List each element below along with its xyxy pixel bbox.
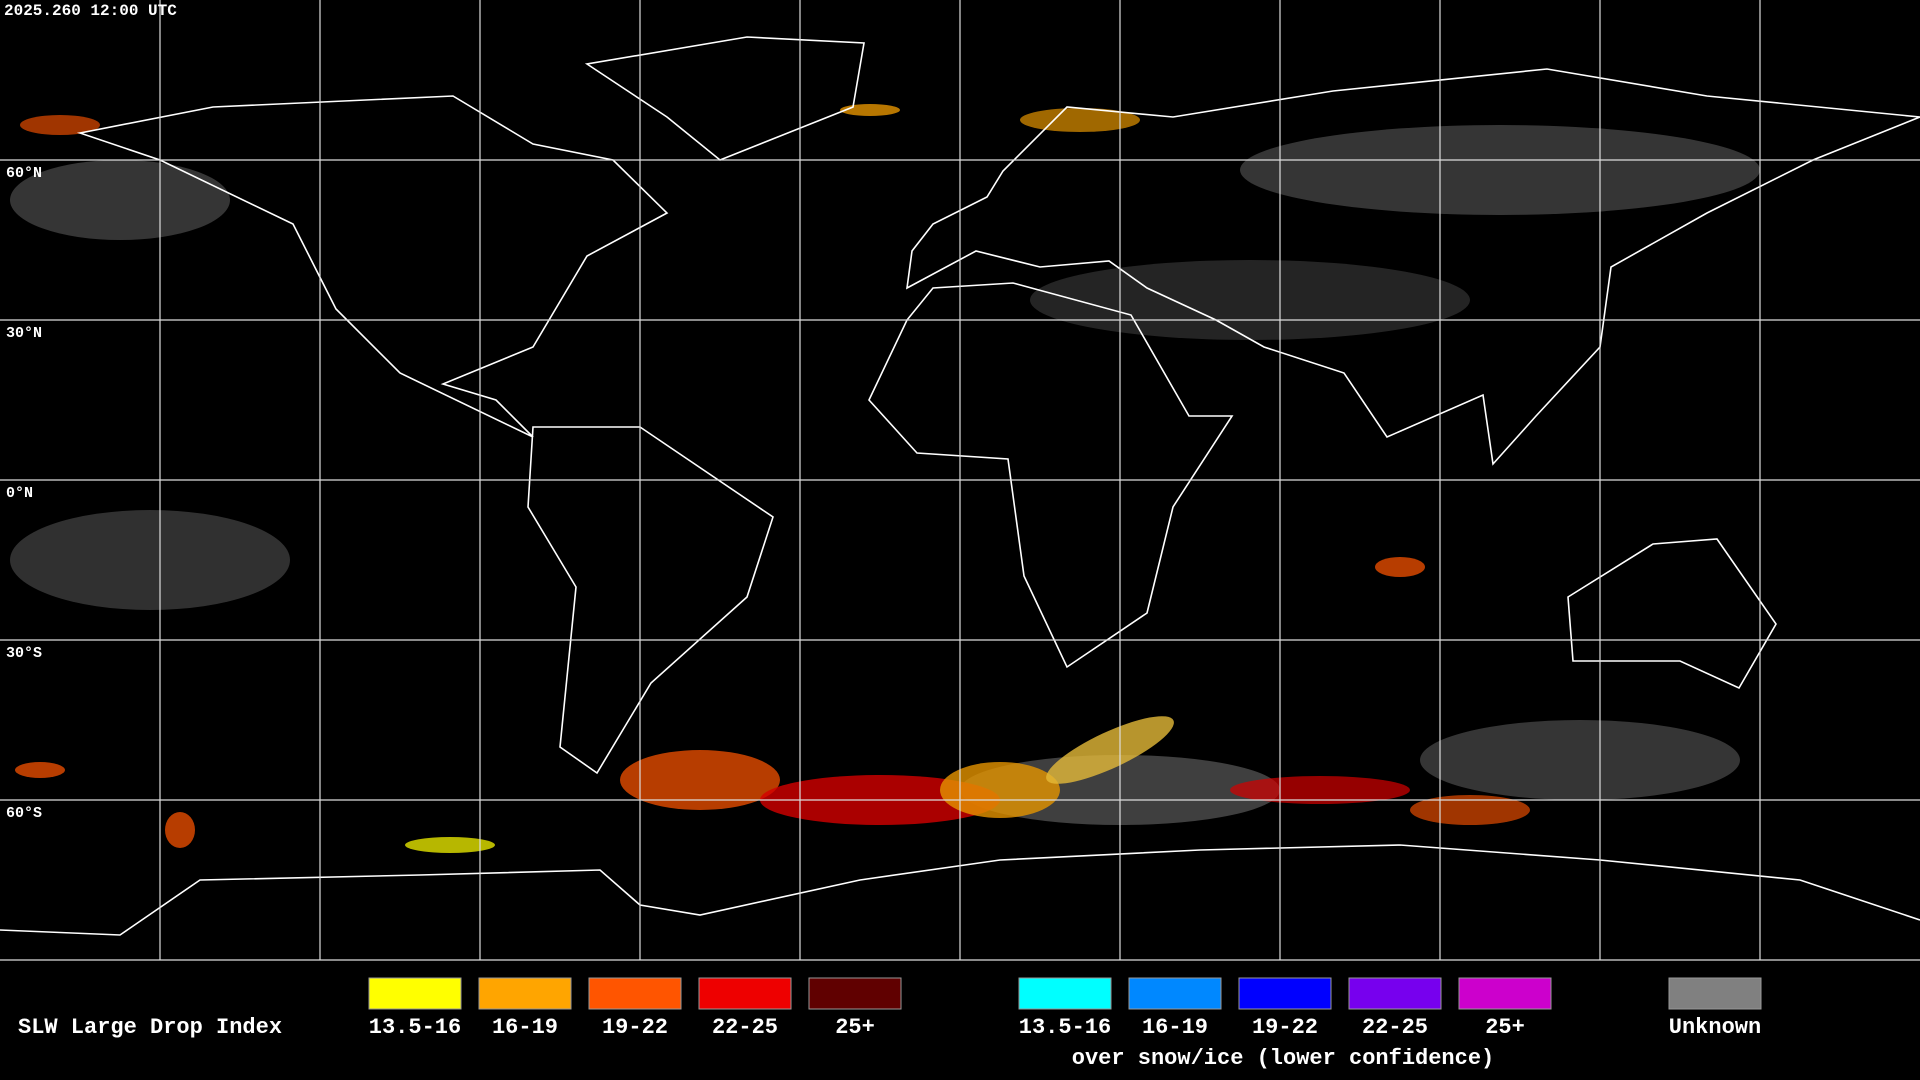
legend-swatch — [1018, 977, 1112, 1010]
coastline — [527, 426, 774, 775]
legend-swatch — [698, 977, 792, 1010]
coastline — [868, 282, 1234, 669]
drop-patch — [940, 762, 1060, 818]
legend-label: 22-25 — [1362, 1015, 1428, 1040]
drop-patch — [1020, 108, 1140, 132]
drop-patch — [405, 837, 495, 853]
coastline — [0, 844, 1920, 936]
coastlines — [0, 36, 1920, 936]
legend-swatch — [1458, 977, 1552, 1010]
graticule — [0, 0, 1920, 960]
unknown-patch — [10, 160, 230, 240]
cloud-patches — [10, 104, 1760, 853]
legend-label: 13.5-16 — [1019, 1015, 1111, 1040]
legend-label: 25+ — [1485, 1015, 1525, 1040]
legend-label: 22-25 — [712, 1015, 778, 1040]
legend-caption: over snow/ice (lower confidence) — [1072, 1046, 1494, 1071]
legend-label: 13.5-16 — [369, 1015, 461, 1040]
drop-patch — [20, 115, 100, 135]
legend-label: 19-22 — [602, 1015, 668, 1040]
drop-patch — [15, 762, 65, 778]
latitude-label: 0°N — [6, 485, 33, 502]
legend-swatch — [1238, 977, 1332, 1010]
coastline — [76, 95, 669, 438]
legend-swatch — [588, 977, 682, 1010]
drop-patch — [840, 104, 900, 116]
timestamp: 2025.260 12:00 UTC — [4, 2, 177, 20]
legend-title: SLW Large Drop Index — [18, 1015, 282, 1040]
latitude-label: 30°N — [6, 325, 42, 342]
latitude-label: 60°N — [6, 165, 42, 182]
drop-patch — [1046, 716, 1174, 784]
unknown-patch — [1240, 125, 1760, 215]
latitude-label: 30°S — [6, 645, 42, 662]
coastline — [905, 68, 1920, 466]
drop-patch — [165, 812, 195, 848]
drop-patch — [1375, 557, 1425, 577]
unknown-patch — [1030, 260, 1470, 340]
latitude-label: 60°S — [6, 805, 42, 822]
legend-swatch — [808, 977, 902, 1010]
legend-label: 16-19 — [492, 1015, 558, 1040]
legend-swatch — [1348, 977, 1442, 1010]
legend-label: 16-19 — [1142, 1015, 1208, 1040]
drop-patch — [620, 750, 780, 810]
legend-label: 19-22 — [1252, 1015, 1318, 1040]
map — [0, 0, 1920, 961]
legend-swatch — [1128, 977, 1222, 1010]
drop-patch — [1230, 776, 1410, 804]
legend-swatch — [478, 977, 572, 1010]
coastline — [1567, 538, 1777, 690]
legend-label: 25+ — [835, 1015, 875, 1040]
unknown-patch — [10, 510, 290, 610]
coastline — [584, 36, 865, 161]
legend-label: Unknown — [1669, 1015, 1761, 1040]
legend-swatch — [368, 977, 462, 1010]
unknown-patch — [1420, 720, 1740, 800]
legend-swatch — [1668, 977, 1762, 1010]
